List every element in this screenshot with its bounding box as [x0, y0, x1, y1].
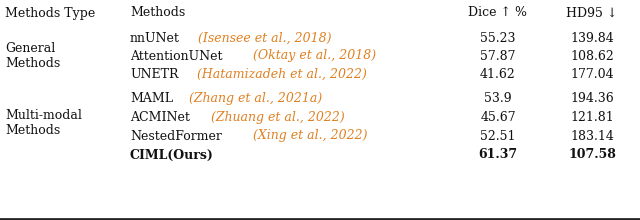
Text: UNETR: UNETR: [130, 68, 179, 81]
Text: Methods Type: Methods Type: [5, 7, 95, 20]
Text: HD95 ↓: HD95 ↓: [566, 7, 618, 20]
Text: 121.81: 121.81: [570, 110, 614, 123]
Text: Dice ↑ %: Dice ↑ %: [468, 7, 527, 20]
Text: 107.58: 107.58: [568, 148, 616, 161]
Text: (Xing et al., 2022): (Xing et al., 2022): [248, 130, 367, 143]
Text: 45.67: 45.67: [480, 110, 516, 123]
Text: (Hatamizadeh et al., 2022): (Hatamizadeh et al., 2022): [193, 68, 367, 81]
Text: nnUNet: nnUNet: [130, 31, 180, 44]
Text: 61.37: 61.37: [479, 148, 518, 161]
Text: (Zhang et al., 2021a): (Zhang et al., 2021a): [186, 92, 323, 104]
Text: 194.36: 194.36: [570, 92, 614, 104]
Text: 53.9: 53.9: [484, 92, 512, 104]
Text: NestedFormer: NestedFormer: [130, 130, 222, 143]
Text: Multi-modal
Methods: Multi-modal Methods: [5, 109, 82, 137]
Text: ACMINet: ACMINet: [130, 110, 190, 123]
Text: (Isensee et al., 2018): (Isensee et al., 2018): [195, 31, 332, 44]
Text: Methods: Methods: [130, 7, 185, 20]
Text: (Zhuang et al., 2022): (Zhuang et al., 2022): [207, 110, 345, 123]
Text: 177.04: 177.04: [570, 68, 614, 81]
Text: AttentionUNet: AttentionUNet: [130, 50, 223, 62]
Text: CIML(Ours): CIML(Ours): [130, 148, 214, 161]
Text: 41.62: 41.62: [480, 68, 516, 81]
Text: 108.62: 108.62: [570, 50, 614, 62]
Text: MAML: MAML: [130, 92, 173, 104]
Text: General
Methods: General Methods: [5, 42, 60, 70]
Text: 139.84: 139.84: [570, 31, 614, 44]
Text: 55.23: 55.23: [480, 31, 516, 44]
Text: 57.87: 57.87: [480, 50, 516, 62]
Text: 52.51: 52.51: [480, 130, 516, 143]
Text: 183.14: 183.14: [570, 130, 614, 143]
Text: (Oktay et al., 2018): (Oktay et al., 2018): [250, 50, 376, 62]
